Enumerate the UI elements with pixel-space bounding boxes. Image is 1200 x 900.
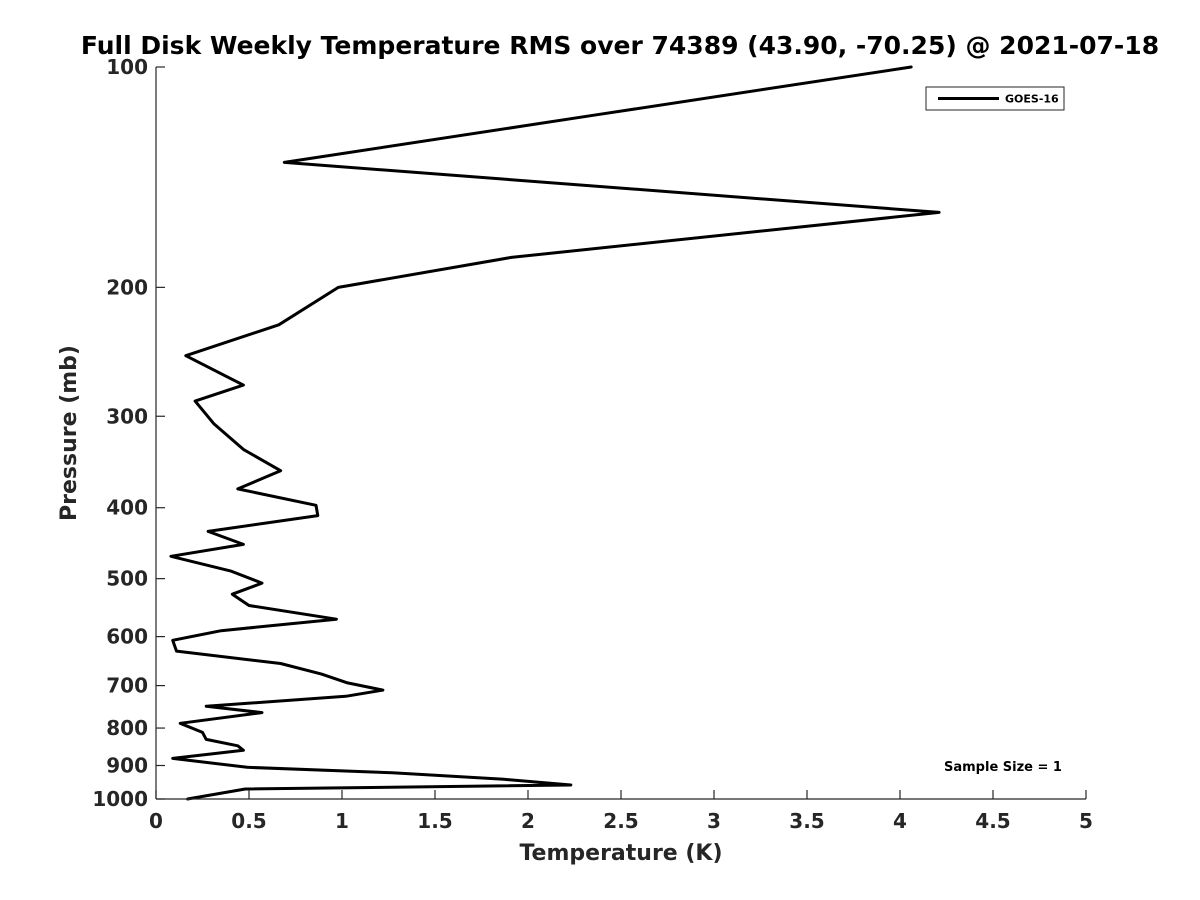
plot-area: 0 0.5 1 1.5 2 2.5 3 3.5 4 4.5 5 100 200 300 400 500 600… [92, 55, 1093, 833]
y-tick-label: 1000 [92, 787, 148, 811]
x-axis-label: Temperature (K) [519, 841, 722, 866]
y-ticks: 100 200 300 400 500 600 700 800 900 1000 [92, 55, 165, 811]
series-group [169, 65, 941, 801]
series-line-goes-16 [169, 65, 941, 801]
x-tick-label: 1 [335, 809, 349, 833]
y-tick-label: 500 [106, 567, 148, 591]
x-tick-label: 4 [893, 809, 907, 833]
sample-size-annotation: Sample Size = 1 [944, 760, 1062, 775]
x-tick-label: 3.5 [789, 809, 824, 833]
y-axis-label: Pressure (mb) [57, 345, 82, 521]
y-tick-label: 900 [106, 754, 148, 778]
x-tick-label: 0.5 [231, 809, 266, 833]
x-tick-label: 0 [149, 809, 163, 833]
y-tick-label: 400 [106, 496, 148, 520]
legend-label: GOES-16 [1005, 93, 1059, 106]
x-ticks: 0 0.5 1 1.5 2 2.5 3 3.5 4 4.5 5 [149, 790, 1093, 833]
legend: GOES-16 [925, 86, 1065, 111]
x-tick-label: 5 [1079, 809, 1093, 833]
y-tick-label: 600 [106, 625, 148, 649]
x-tick-label: 1.5 [417, 809, 452, 833]
y-tick-label: 800 [106, 716, 148, 740]
chart-title: Full Disk Weekly Temperature RMS over 74… [81, 31, 1159, 60]
y-tick-label: 200 [106, 275, 148, 299]
x-tick-label: 2.5 [603, 809, 638, 833]
y-tick-label: 100 [106, 55, 148, 79]
x-tick-label: 3 [707, 809, 721, 833]
y-tick-label: 700 [106, 674, 148, 698]
y-tick-label: 300 [106, 404, 148, 428]
x-tick-label: 2 [521, 809, 535, 833]
x-tick-label: 4.5 [975, 809, 1010, 833]
